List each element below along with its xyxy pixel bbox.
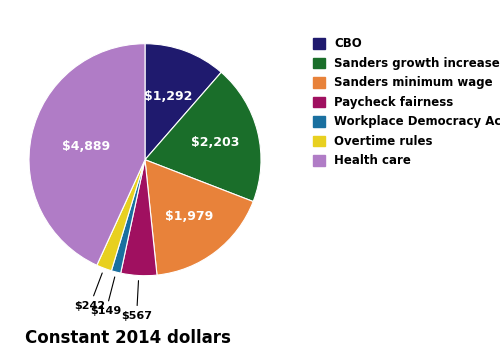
Wedge shape <box>29 44 145 265</box>
Text: $242: $242 <box>74 273 105 311</box>
Text: $1,292: $1,292 <box>144 90 193 103</box>
Wedge shape <box>97 160 145 271</box>
Legend: CBO, Sanders growth increase, Sanders minimum wage, Paycheck fairness, Workplace: CBO, Sanders growth increase, Sanders mi… <box>310 35 500 170</box>
Text: $2,203: $2,203 <box>190 136 239 149</box>
Wedge shape <box>145 44 221 160</box>
Text: $149: $149 <box>90 277 122 316</box>
Wedge shape <box>112 160 145 273</box>
Wedge shape <box>145 72 261 201</box>
Text: $1,979: $1,979 <box>164 210 213 223</box>
Text: $567: $567 <box>121 281 152 321</box>
Text: $4,889: $4,889 <box>62 140 110 153</box>
Wedge shape <box>145 160 253 275</box>
Wedge shape <box>120 160 157 276</box>
Text: Constant 2014 dollars: Constant 2014 dollars <box>25 330 231 347</box>
